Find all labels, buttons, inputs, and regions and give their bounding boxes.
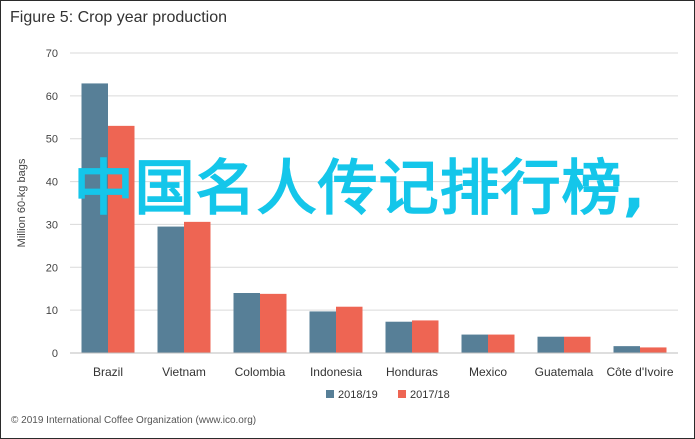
y-tick-label: 70 xyxy=(46,48,58,60)
bar-2017-18 xyxy=(260,293,287,353)
bar-2018-19 xyxy=(613,346,640,353)
x-tick-label: Côte d'Ivoire xyxy=(607,365,674,379)
legend-label: 2018/19 xyxy=(338,389,378,401)
x-tick-label: Brazil xyxy=(93,365,123,379)
legend-swatch xyxy=(326,390,334,398)
bar-2017-18 xyxy=(412,320,439,353)
bar-2018-19 xyxy=(81,83,108,353)
x-tick-label: Mexico xyxy=(469,365,507,379)
bar-2017-18 xyxy=(564,336,591,353)
x-tick-label: Honduras xyxy=(386,365,438,379)
y-tick-label: 10 xyxy=(46,305,58,317)
bar-2018-19 xyxy=(461,334,488,353)
bar-2017-18 xyxy=(108,125,135,353)
chart-title: Figure 5: Crop year production xyxy=(10,9,227,26)
y-tick-label: 30 xyxy=(46,219,58,231)
source-note: © 2019 International Coffee Organization… xyxy=(11,415,257,426)
bar-2017-18 xyxy=(488,334,515,353)
legend-swatch xyxy=(398,390,406,398)
y-axis-label: Million 60-kg bags xyxy=(16,158,28,247)
legend-label: 2017/18 xyxy=(410,389,450,401)
bar-2017-18 xyxy=(184,221,211,353)
y-tick-label: 50 xyxy=(46,134,58,146)
y-tick-label: 40 xyxy=(46,177,58,189)
bar-2018-19 xyxy=(385,321,412,353)
bar-2018-19 xyxy=(309,311,336,353)
x-tick-label: Guatemala xyxy=(535,365,594,379)
y-tick-label: 60 xyxy=(46,91,58,103)
x-tick-label: Colombia xyxy=(235,365,286,379)
y-tick-label: 0 xyxy=(52,348,58,360)
x-tick-label: Indonesia xyxy=(310,365,362,379)
y-tick-label: 20 xyxy=(46,262,58,274)
bar-2018-19 xyxy=(157,226,184,353)
bar-2017-18 xyxy=(336,306,363,353)
bar-2017-18 xyxy=(640,347,667,353)
x-tick-label: Vietnam xyxy=(162,365,206,379)
bar-2018-19 xyxy=(537,336,564,353)
bar-2018-19 xyxy=(233,293,260,353)
